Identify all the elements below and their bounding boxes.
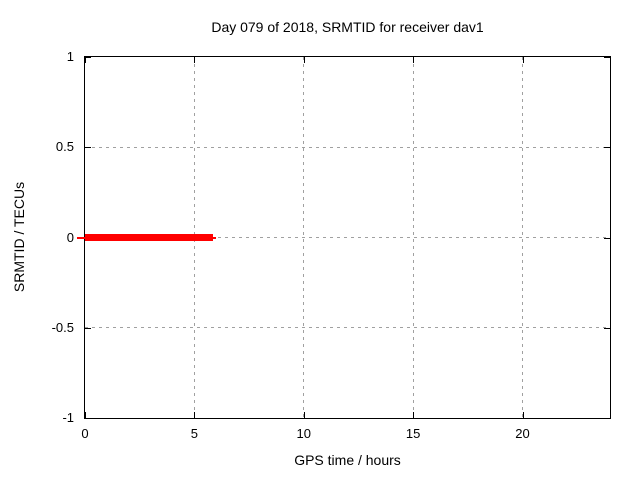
x-tick-label: 5 [190,426,198,441]
x-tick-mark-top [194,57,196,63]
y-tick-mark-left [85,418,91,419]
x-tick-label: 10 [296,426,311,441]
y-tick-mark-right [604,147,610,149]
x-tick-mark-top [413,57,415,63]
y-tick-mark-left [85,147,91,149]
x-tick-label: 20 [515,426,530,441]
x-axis-label: GPS time / hours [294,452,401,468]
y-tick-mark-right [604,237,610,239]
y-gridline [85,237,610,238]
y-tick-mark-right [604,418,610,419]
x-tick-label: 0 [81,426,89,441]
y-tick-mark-left [85,57,91,58]
x-tick-mark-bottom [194,412,196,418]
chart-title: Day 079 of 2018, SRMTID for receiver dav… [211,19,484,35]
series-line-srmtid [77,236,88,239]
x-tick-label: 15 [405,426,421,441]
y-gridline [85,327,610,329]
y-tick-label: 0.5 [55,139,74,155]
y-gridline [85,146,610,148]
y-tick-label: 0 [66,229,74,245]
x-tick-mark-bottom [522,412,524,418]
y-tick-mark-right [604,327,610,329]
plot-area [77,56,611,419]
x-tick-mark-top [85,57,86,63]
x-tick-mark-top [522,57,524,63]
x-tick-mark-bottom [303,412,305,418]
x-tick-mark-bottom [85,412,86,418]
y-tick-label: -0.5 [51,319,74,335]
y-tick-label: 1 [66,49,74,64]
x-tick-mark-bottom [413,412,415,418]
y-tick-label: -1 [62,410,74,425]
y-tick-mark-left [85,327,91,329]
y-tick-mark-right [604,57,610,58]
x-tick-mark-top [303,57,305,63]
series-line-srmtid [85,234,213,241]
series-line-srmtid [212,236,217,239]
